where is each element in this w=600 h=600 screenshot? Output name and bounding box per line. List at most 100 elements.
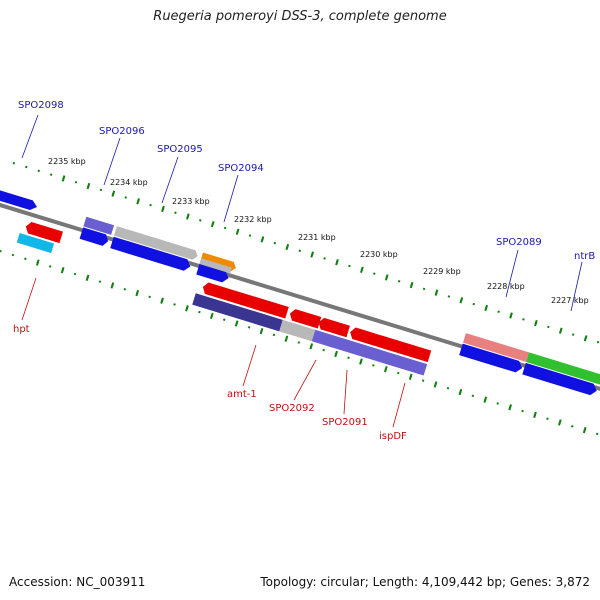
label-spo2098[interactable]: SPO2098 — [18, 100, 64, 111]
gene-hpt-red[interactable] — [24, 221, 63, 244]
gene-spo2095[interactable] — [113, 226, 199, 261]
gene-hpt[interactable] — [16, 232, 55, 254]
gene-spo2089[interactable] — [462, 333, 530, 362]
scale-dot — [223, 226, 227, 230]
gene-amt-1-red[interactable] — [201, 281, 289, 319]
gene-red-b[interactable] — [288, 308, 322, 329]
scale-tick — [533, 411, 537, 419]
gene-spo2098[interactable] — [0, 184, 39, 211]
label-spo2096[interactable]: SPO2096 — [99, 126, 145, 137]
gene-ntrb[interactable] — [526, 352, 600, 389]
scale-tick — [384, 274, 389, 281]
label-spo2091[interactable]: SPO2091 — [322, 417, 368, 428]
scale-tick — [459, 297, 464, 304]
label-spo2095[interactable]: SPO2095 — [157, 144, 203, 155]
kbp-labels: 2235 kbp 2234 kbp 2233 kbp 2232 kbp 2231… — [48, 157, 589, 305]
scale-dot — [571, 425, 574, 428]
scale-dot — [198, 310, 201, 314]
label-spo2089[interactable]: SPO2089 — [496, 237, 542, 248]
scale-dot — [373, 272, 376, 275]
scale-dot — [447, 295, 451, 298]
scale-tick — [483, 396, 488, 403]
scale-tick — [458, 388, 463, 396]
scale-dot — [12, 161, 16, 165]
scale-tick — [285, 243, 290, 251]
label-ntrb[interactable]: ntrB — [574, 251, 595, 262]
label-spo2094[interactable]: SPO2094 — [218, 163, 264, 174]
genome-stats-text: Topology: circular; Length: 4,109,442 bp… — [260, 575, 590, 589]
scale-tick — [509, 312, 513, 319]
scale-dot — [546, 417, 549, 420]
gene-spo2092[interactable] — [279, 319, 316, 342]
gene-forward-row2-e[interactable] — [459, 343, 524, 374]
scale-dot — [521, 409, 524, 413]
scale-dot — [273, 241, 277, 245]
scale-tick — [309, 343, 314, 350]
gene-spo2091[interactable] — [311, 329, 428, 376]
scale-dot — [272, 333, 276, 337]
scale-tick — [434, 289, 439, 296]
scale-ticks — [35, 175, 588, 434]
kbp-label: 2230 kbp — [360, 250, 398, 259]
scale-tick — [433, 381, 438, 388]
label-hpt[interactable]: hpt — [13, 324, 30, 335]
scale-tick — [259, 327, 264, 335]
scale-dot — [322, 348, 325, 352]
scale-tick — [508, 404, 512, 411]
scale-tick — [260, 236, 265, 243]
gene-red-c[interactable] — [317, 317, 350, 338]
scale-dot — [24, 257, 27, 261]
scale-dot — [48, 265, 52, 268]
gene-forward-row2-b[interactable] — [110, 236, 192, 272]
scale-dot — [25, 165, 28, 169]
kbp-label: 2232 kbp — [234, 215, 272, 224]
scale-dot — [595, 432, 599, 436]
label-spo2092[interactable]: SPO2092 — [269, 403, 315, 414]
scale-dot — [472, 302, 476, 306]
scale-dot — [497, 310, 500, 313]
label-ispdf[interactable]: ispDF — [379, 431, 407, 442]
scale-tick — [360, 266, 364, 273]
scale-tick — [534, 319, 538, 327]
gene-red-d[interactable] — [348, 326, 432, 363]
gene-forward-row2-c[interactable] — [196, 263, 230, 284]
leader-line — [392, 382, 406, 428]
leader-line — [505, 249, 519, 298]
gene-amt-1[interactable] — [192, 293, 283, 332]
scale-dot — [222, 318, 226, 321]
scale-tick — [484, 304, 489, 312]
leader-line — [570, 261, 583, 312]
reverse-strand-genes — [16, 221, 432, 376]
scale-tick — [583, 335, 588, 342]
scale-tick — [235, 228, 240, 235]
gene-forward-row2-a[interactable] — [79, 227, 110, 247]
label-amt-1[interactable]: amt-1 — [227, 389, 257, 400]
scale-tick — [209, 312, 214, 320]
scale-dot — [123, 287, 127, 291]
scale-tick — [185, 305, 189, 312]
scale-tick — [558, 327, 563, 334]
scale-dot — [397, 371, 400, 375]
scale-dot — [11, 253, 15, 257]
scale-tick — [135, 289, 140, 297]
scale-tick — [186, 213, 190, 220]
scale-dot — [248, 234, 252, 237]
scale-dot — [596, 340, 600, 344]
scale-dot — [98, 280, 102, 283]
scale-dot — [0, 249, 2, 253]
scale-dot — [37, 169, 40, 173]
scale-dot — [148, 295, 151, 299]
gene-forward-row2-d[interactable] — [199, 258, 232, 274]
scale-tick — [61, 175, 66, 182]
scale-tick — [161, 205, 165, 213]
scale-dot — [174, 211, 177, 214]
scale-dot — [522, 318, 525, 321]
scale-tick — [111, 190, 116, 197]
leader-line — [21, 114, 39, 159]
gene-spo2096[interactable] — [83, 216, 115, 235]
kbp-label: 2234 kbp — [110, 178, 148, 187]
scale-dot — [199, 219, 202, 222]
accession-text: Accession: NC_003911 — [9, 575, 146, 589]
gene-forward-row2-f[interactable] — [522, 362, 598, 397]
